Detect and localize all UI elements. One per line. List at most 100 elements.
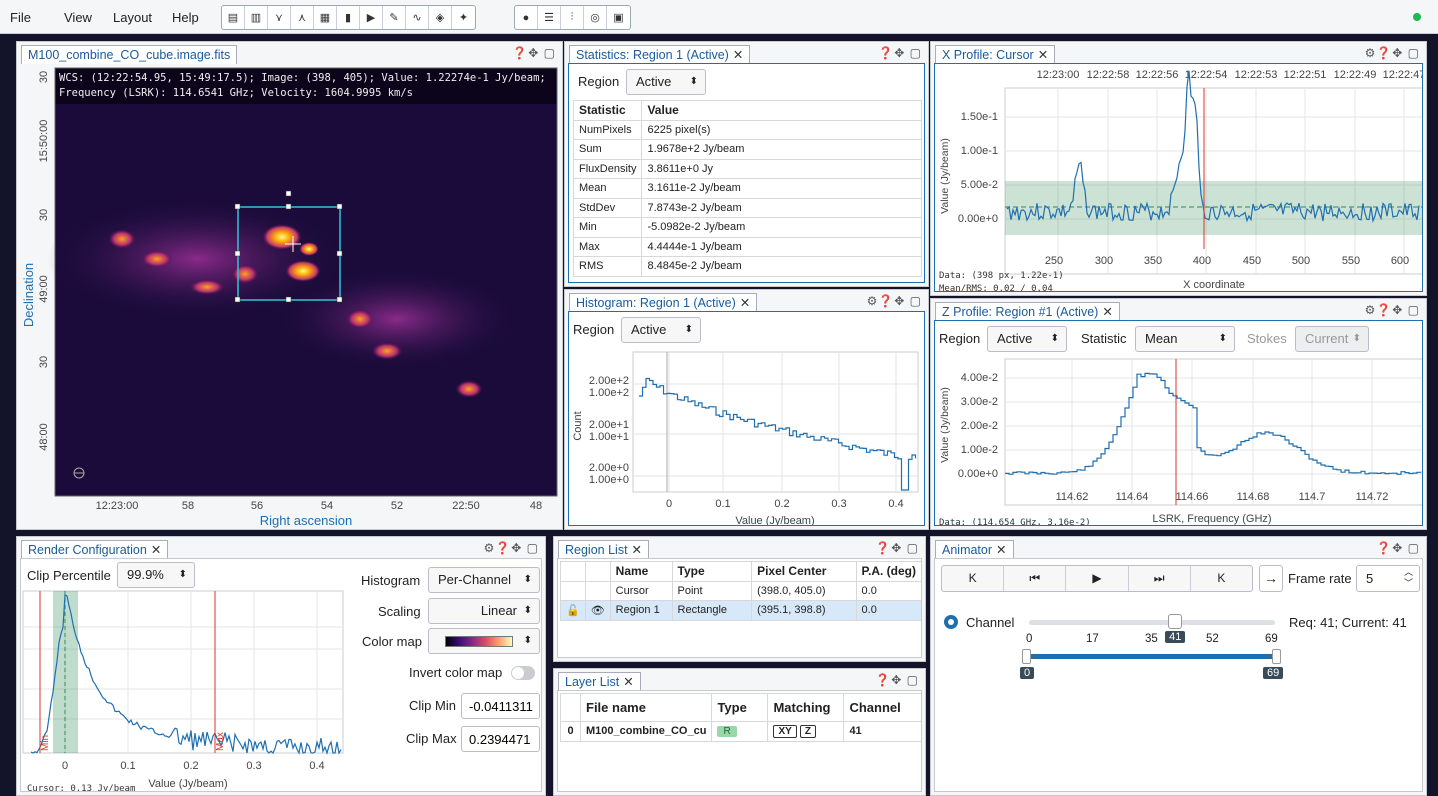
x-profile-chart[interactable]: 12:23:00 12:22:58 12:22:56 12:22:54 12:22:53…: [935, 64, 1423, 292]
grid: [1005, 88, 1422, 274]
close-icon[interactable]: ✕: [1037, 48, 1049, 62]
panel-controls[interactable]: ⚙❓✥ ▢: [1364, 46, 1420, 60]
panel-controls[interactable]: ⚙❓✥ ▢: [483, 541, 539, 555]
panel-controls[interactable]: ❓✥ ▢: [512, 46, 556, 60]
panel-controls[interactable]: ⚙❓✥ ▢: [866, 294, 922, 308]
menu-view[interactable]: View: [64, 10, 92, 25]
stepper-icon[interactable]: ︿ ﹀: [1403, 567, 1413, 588]
scaling-select[interactable]: Linear ⬍: [428, 598, 540, 624]
image-canvas[interactable]: WCS: (12:22:54.95, 15:49:17.5); Image: (…: [17, 59, 564, 531]
panel-controls[interactable]: ❓✥ ▢: [875, 673, 919, 687]
histogram-icon[interactable]: ▮: [337, 6, 360, 29]
region-1-rectangle[interactable]: [234, 190, 343, 303]
animator-icon[interactable]: ▶: [360, 6, 383, 29]
close-icon[interactable]: ✕: [996, 543, 1007, 557]
unlock-icon[interactable]: 🔓: [560, 600, 586, 621]
clip-min-input[interactable]: [461, 693, 540, 719]
catalog-icon[interactable]: ✦: [458, 12, 469, 24]
svg-text:0.3: 0.3: [246, 760, 261, 772]
region-select[interactable]: Active ⬍: [987, 326, 1067, 352]
close-icon[interactable]: ✕: [739, 296, 751, 310]
contour-icon[interactable]: ◎: [584, 6, 607, 29]
match-xy-button[interactable]: XY: [773, 724, 797, 738]
layer-list-tab[interactable]: Layer List ✕: [558, 672, 641, 691]
channel-radio[interactable]: [944, 615, 958, 629]
render-config-tab[interactable]: Render Configuration ✕: [21, 540, 169, 559]
menu-layout[interactable]: Layout: [113, 10, 153, 25]
stokes-select[interactable]: Current ⬍: [1295, 326, 1369, 352]
last-frame-icon[interactable]: K: [1217, 571, 1226, 585]
stokes-icon[interactable]: ∿: [406, 6, 429, 29]
x-profile-tab[interactable]: X Profile: Cursor ✕: [935, 45, 1056, 64]
frame-rate-input[interactable]: 5 ︿ ﹀: [1356, 565, 1420, 592]
clip-max-input[interactable]: [461, 726, 540, 752]
close-icon[interactable]: ✕: [623, 675, 634, 689]
layer-list-title: Layer List: [565, 675, 620, 689]
close-icon[interactable]: ✕: [150, 543, 162, 557]
eye-icon[interactable]: 👁: [584, 600, 611, 621]
image-view-icon[interactable]: ▤: [222, 6, 245, 29]
menu-help[interactable]: Help: [172, 10, 199, 25]
ytick: 49:00: [38, 275, 50, 303]
match-z-button[interactable]: Z: [799, 724, 816, 738]
panel-controls[interactable]: ❓✥ ▢: [1376, 541, 1420, 555]
z-data-readout: Data: (114.654 GHz, 3.16e-2): [939, 518, 1091, 526]
invert-colormap-toggle[interactable]: [511, 666, 535, 680]
list-icon[interactable]: ☰: [538, 6, 561, 29]
close-icon[interactable]: ✕: [1102, 305, 1113, 319]
menu-file[interactable]: File: [10, 10, 31, 25]
channel-slider-handle[interactable]: [1168, 614, 1183, 629]
ytick: 30: [38, 71, 50, 83]
close-icon[interactable]: ✕: [631, 543, 643, 557]
panel-controls[interactable]: ⚙❓✥ ▢: [1364, 303, 1420, 317]
range-max-handle[interactable]: [1272, 649, 1281, 664]
render-config-icon[interactable]: ✎: [383, 6, 406, 29]
close-icon[interactable]: ✕: [732, 48, 744, 62]
stat-value: -5.0982e-2 Jy/beam: [641, 217, 922, 238]
svg-text:1.50e-1: 1.50e-1: [961, 111, 998, 123]
table-row[interactable]: Cursor Point (398.0, 405.0) 0.0: [560, 580, 921, 601]
statistic-select[interactable]: Mean ⬍: [1135, 326, 1235, 352]
histogram-select[interactable]: Per-Channel ⬍: [428, 567, 540, 593]
panel-controls[interactable]: ❓✥ ▢: [878, 46, 922, 60]
play-icon[interactable]: ▶: [1066, 566, 1129, 591]
image-view-tab[interactable]: M100_combine_CO_cube.image.fits: [21, 45, 238, 64]
channel-slider-track[interactable]: [1029, 620, 1275, 625]
layers-icon[interactable]: ◈: [429, 6, 452, 29]
histogram-tab[interactable]: Histogram: Region 1 (Active) ✕: [569, 293, 758, 312]
svg-text:52: 52: [391, 500, 403, 512]
info-icon[interactable]: ●: [515, 6, 538, 29]
histogram-chart[interactable]: 2.00e+21.00e+2 2.00e+11.00e+1 2.00e+01.0…: [569, 346, 925, 526]
sliders-icon[interactable]: ⫶: [561, 6, 584, 29]
region-label: Region: [573, 322, 615, 337]
panel-controls[interactable]: ❓✥ ▢: [875, 541, 919, 555]
svg-text:12:23:00: 12:23:00: [96, 500, 139, 512]
animator-tab[interactable]: Animator ✕: [935, 540, 1014, 559]
z-profile-chart[interactable]: 4.00e-2 3.00e-2 2.00e-2 1.00e-2 0.00e+0 Valu…: [935, 355, 1423, 526]
spatial-profile-icon[interactable]: ⋎: [268, 6, 291, 29]
z-profile-tab[interactable]: Z Profile: Region #1 (Active) ✕: [935, 302, 1120, 321]
table-row[interactable]: 0 M100_combine_CO_cu R XY Z 41: [560, 721, 921, 742]
playback-controls: K ⏮ ▶ ⏭ K: [941, 565, 1253, 592]
region-select[interactable]: Active ⬍: [626, 69, 706, 95]
previous-frame-icon[interactable]: ⏮: [1004, 566, 1067, 591]
region-list-tab[interactable]: Region List ✕: [558, 540, 650, 559]
statistics-tab[interactable]: Statistics: Region 1 (Active) ✕: [569, 45, 751, 64]
region-list-panel: Region List ✕ ❓✥ ▢ Name Type Pixel Center P.…: [553, 536, 926, 662]
range-min-handle[interactable]: [1022, 649, 1031, 664]
region-select[interactable]: Active ⬍: [621, 317, 701, 343]
next-frame-icon[interactable]: ⏭: [1129, 566, 1191, 591]
color-map-select[interactable]: ⬍: [428, 628, 540, 654]
render-xlabel: Value (Jy/beam): [148, 778, 227, 790]
file-header-icon[interactable]: ▥: [245, 6, 268, 29]
svg-text:1.00e+2: 1.00e+2: [589, 387, 629, 399]
render-histogram-chart[interactable]: Min Max 0 0.1 0.2 0.3 0.4 Value (Jy/beam) Cu…: [21, 589, 351, 792]
range-slider-track[interactable]: [1029, 654, 1275, 659]
first-frame-icon[interactable]: K: [942, 566, 1005, 591]
spectral-profile-icon[interactable]: ⋏: [291, 6, 314, 29]
log-icon[interactable]: ▣: [613, 12, 624, 24]
table-row[interactable]: 🔓 👁 Region 1 Rectangle (395.1, 398.8) 0.0: [560, 600, 921, 621]
arrow-right-icon[interactable]: →: [1259, 565, 1283, 592]
clip-percentile-select[interactable]: 99.9% ⬍: [117, 562, 195, 588]
statistics-icon[interactable]: ▦: [314, 6, 337, 29]
